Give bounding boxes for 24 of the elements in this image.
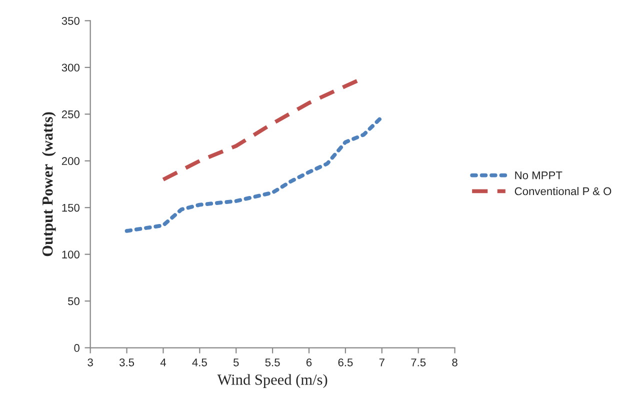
- x-tick-label: 4: [160, 358, 166, 366]
- y-tick-label: 200: [62, 157, 80, 166]
- y-tick-label: 150: [62, 204, 80, 212]
- legend-label: No MPPT: [515, 172, 562, 180]
- x-tick-label: 6.5: [338, 358, 353, 366]
- x-tick-label: 3: [88, 358, 93, 366]
- legend-label: Conventional P & O: [514, 187, 612, 196]
- y-tick-label: 0: [74, 344, 80, 352]
- y-tick-label: 300: [62, 64, 80, 72]
- y-tick-label: 100: [62, 250, 80, 258]
- x-tick-label: 8: [452, 358, 458, 366]
- y-tick-label: 250: [62, 110, 80, 118]
- line-series: [124, 115, 384, 233]
- x-tick-label: 5.5: [265, 358, 280, 366]
- x-tick-label: 7: [379, 358, 384, 366]
- x-axis-title: Wind Speed (m/s): [217, 374, 328, 388]
- y-tick-label: 350: [62, 16, 80, 25]
- y-axis-title: Output Power (watts): [42, 112, 56, 256]
- x-tick-label: 5: [233, 358, 239, 366]
- x-tick-label: 4.5: [192, 358, 207, 366]
- x-tick-label: 3.5: [119, 358, 134, 366]
- y-tick-label: 50: [68, 297, 80, 306]
- x-tick-label: 7.5: [411, 358, 426, 366]
- x-tick-label: 6: [306, 358, 312, 366]
